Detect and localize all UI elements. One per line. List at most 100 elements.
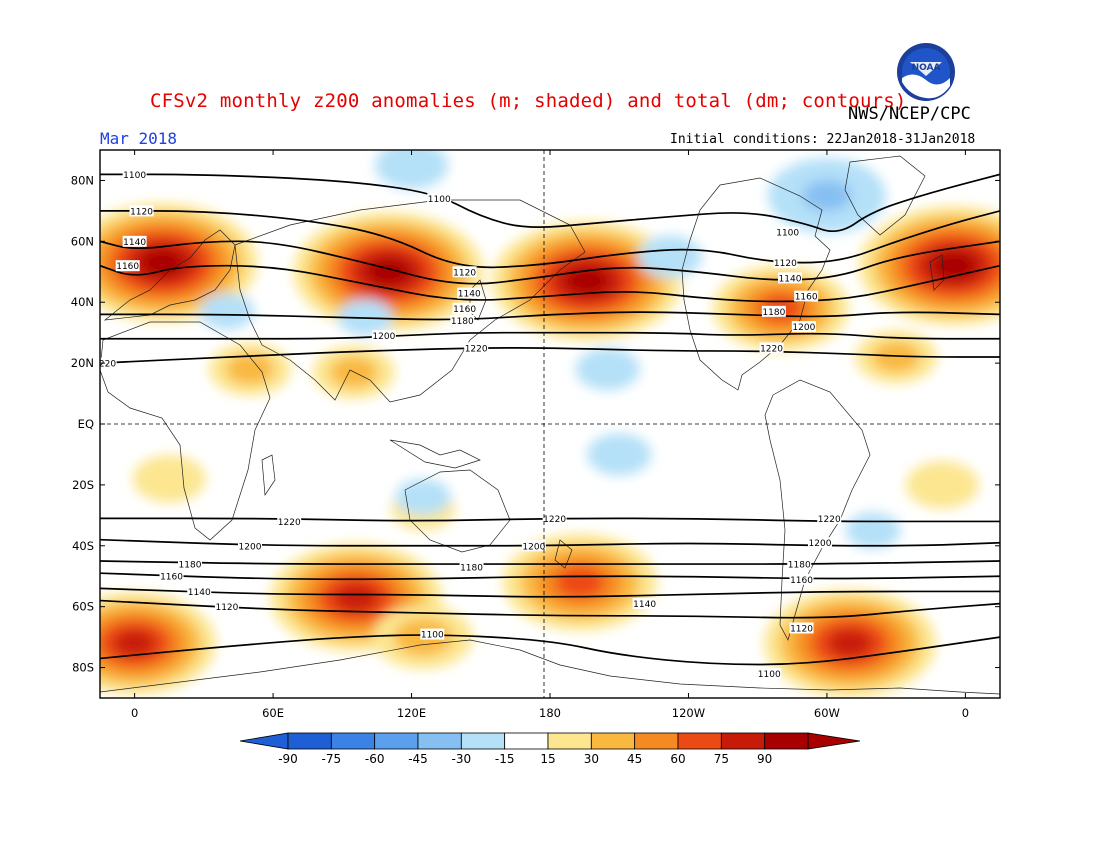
new-zealand-coast [554, 539, 573, 569]
contour-line [100, 311, 1000, 321]
colorbar-label: 90 [757, 752, 772, 766]
lat-label: 80S [72, 661, 94, 675]
colorbar-swatch [330, 732, 376, 750]
colorbar-label: -15 [495, 752, 515, 766]
contour-line [100, 572, 1000, 581]
contour-label-box [159, 570, 184, 582]
contour-label-box [427, 193, 452, 205]
contour-label-box [214, 601, 239, 613]
contour-label: 1220 [543, 515, 566, 525]
organization-label: NWS/NCEP/CPC [848, 104, 971, 124]
contour-label: 1100 [776, 229, 799, 239]
colorbar-label: 30 [584, 752, 599, 766]
anomaly-patch [367, 258, 410, 285]
lat-label: 20N [71, 356, 94, 370]
contour-label: 1220 [465, 344, 488, 354]
anomaly-patch [132, 455, 206, 503]
contour-label: 1200 [239, 542, 262, 552]
contour-label: 1100 [758, 670, 781, 680]
anomaly-patch [575, 348, 640, 391]
lat-label: 40N [71, 295, 94, 309]
contour-line [100, 173, 1000, 233]
anomaly-patch [113, 629, 156, 657]
colorbar-swatch [417, 732, 462, 750]
contour-line [100, 240, 1000, 285]
anomaly-patch [395, 478, 451, 516]
contour-label-box [817, 512, 842, 524]
contour-label: 1200 [372, 332, 395, 342]
colorbar-label: -75 [322, 752, 342, 766]
contour-label-box [464, 342, 489, 354]
australia-coast [404, 469, 511, 553]
colorbar-label: 15 [540, 752, 555, 766]
contour-label: 1100 [428, 195, 451, 205]
lat-label: 20S [72, 478, 94, 492]
contour-label: 1120 [774, 259, 797, 269]
contour-label-box [420, 628, 445, 640]
europe-coast [103, 229, 236, 321]
anomaly-shading [100, 150, 1000, 698]
contour-label-box [789, 573, 814, 585]
contour-label: 1200 [522, 542, 545, 552]
north-america-coast [681, 177, 831, 391]
map-title: CFSv2 monthly z200 anomalies (m; shaded)… [150, 90, 907, 112]
colorbar-label: -30 [452, 752, 472, 766]
lon-label: 60W [814, 706, 840, 720]
contour-line [100, 210, 1000, 269]
lat-label: EQ [78, 417, 94, 431]
noaa-logo-text: NOAA [912, 63, 941, 73]
contour-label: 1140 [779, 274, 802, 284]
colorbar-label: 60 [670, 752, 685, 766]
contour-label: 1160 [790, 576, 813, 586]
contour-label-box [122, 235, 147, 247]
colorbar-swatch [547, 732, 592, 750]
contour-label-box [178, 558, 202, 570]
lon-label: 120W [672, 706, 705, 720]
contour-label-box [778, 272, 802, 284]
anomaly-patch [845, 512, 901, 549]
lon-label: 60E [262, 706, 284, 720]
coastlines [100, 155, 1000, 695]
contour-label-box [277, 515, 302, 527]
contour-label: 1140 [458, 290, 481, 300]
anomaly-patch [333, 583, 379, 612]
lat-label: 60N [71, 234, 94, 248]
colorbar-swatch [374, 732, 419, 750]
contour-label-box [115, 260, 140, 272]
contour-label-box [794, 290, 819, 302]
contour-label-box [457, 287, 482, 299]
colorbar-label: -45 [408, 752, 428, 766]
contour-label: 1180 [460, 564, 483, 574]
contour-label-box [775, 226, 800, 238]
contour-label: 1160 [116, 262, 139, 272]
colorbar: -90 -75 -60 -45 -30 -15 15 30 45 60 75 90 [239, 732, 861, 766]
antarctica-coast [100, 639, 1000, 695]
anomaly-patch [375, 150, 449, 189]
contour-label: 1100 [123, 171, 146, 181]
contour-label-box [789, 622, 814, 634]
contour-label: 1220 [760, 344, 783, 354]
contour-label: 1180 [762, 308, 785, 318]
contour-label-box [791, 321, 816, 333]
contour-label: 1220 [818, 515, 841, 525]
colorbar-swatch [720, 732, 766, 750]
contour-label: 1140 [188, 588, 211, 598]
contour-label: 1180 [788, 561, 811, 571]
contour-label: 1120 [130, 207, 153, 217]
colorbar-label: 75 [714, 752, 729, 766]
contour-label-box [452, 302, 477, 314]
contour-line [100, 331, 1000, 340]
colorbar-label: 45 [627, 752, 642, 766]
contour-labels: 1100 1120 1140 1160 1220 1100 1120 1140 1160 1180… [100, 168, 842, 680]
anomaly-patch [226, 353, 274, 385]
colorbar-swatch [287, 732, 332, 750]
contour-label: 1160 [795, 293, 818, 303]
axes: 80N 60N 40N 20N EQ 20S 40S 60S 80S 0 60E 120E 180 120… [71, 150, 1000, 720]
contour-label-box [542, 512, 567, 524]
anomaly-patch [638, 235, 702, 278]
contour-label-box [773, 257, 798, 269]
initial-conditions-label: Initial conditions: 22Jan2018-31Jan2018 [670, 132, 976, 147]
colorbar-arrow-left [239, 732, 289, 750]
contour-label-box [122, 168, 147, 180]
